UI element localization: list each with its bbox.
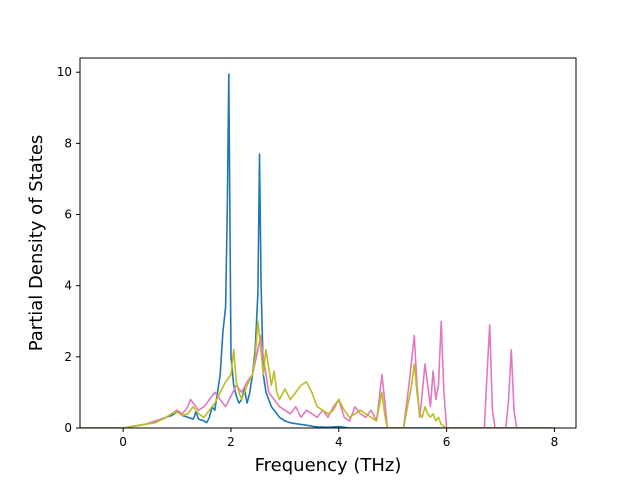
y-tick-label: 0 [64, 421, 72, 435]
y-axis: 0 2 4 6 8 10 [57, 65, 80, 435]
y-tick-label: 2 [64, 350, 72, 364]
series-line-2 [80, 320, 555, 428]
plot-frame [79, 57, 577, 429]
y-axis-label: Partial Density of States [26, 135, 47, 352]
x-tick-label: 2 [227, 435, 235, 449]
x-axis: 0 2 4 6 8 [119, 428, 558, 449]
series-layer [80, 73, 555, 428]
x-tick-label: 4 [335, 435, 343, 449]
x-tick-label: 6 [443, 435, 451, 449]
y-tick-label: 8 [64, 136, 72, 150]
y-tick-label: 10 [57, 65, 72, 79]
x-tick-label: 8 [551, 435, 559, 449]
x-axis-label: Frequency (THz) [255, 455, 402, 476]
y-tick-label: 6 [64, 208, 72, 222]
x-tick-label: 0 [119, 435, 127, 449]
y-tick-label: 4 [64, 279, 72, 293]
series-line-3 [80, 320, 555, 428]
